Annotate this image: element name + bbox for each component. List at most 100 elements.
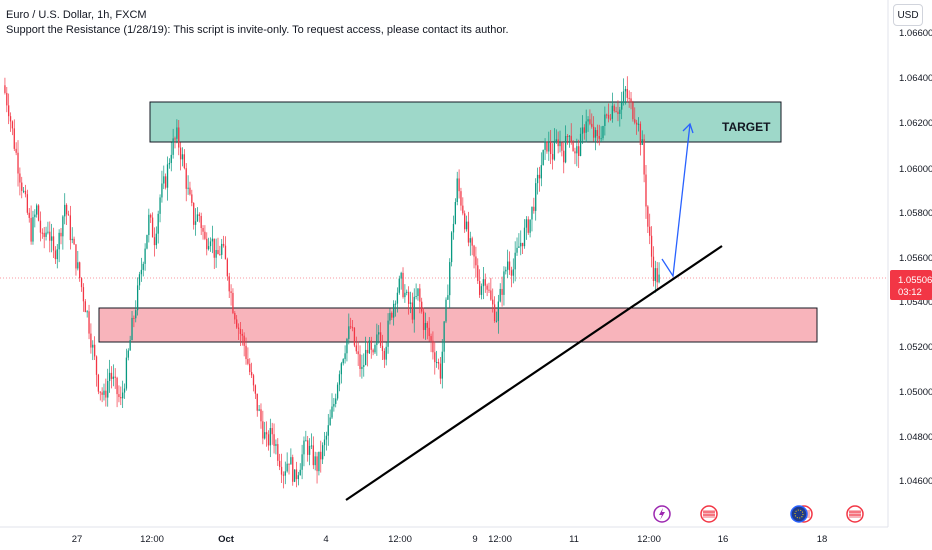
candle: [232, 292, 234, 314]
candle: [512, 269, 514, 276]
candle: [120, 397, 122, 399]
candle: [193, 202, 195, 225]
candle: [617, 111, 619, 114]
target-label: TARGET: [722, 120, 771, 134]
x-tick: 16: [718, 534, 729, 545]
candle: [92, 344, 94, 348]
candle: [458, 178, 460, 192]
candle: [355, 345, 357, 352]
candle: [460, 191, 462, 206]
candle: [452, 223, 455, 233]
candle: [550, 141, 552, 155]
us-flag-icon: [703, 510, 715, 518]
candle: [200, 215, 202, 229]
candle: [37, 205, 40, 221]
candle: [628, 97, 630, 99]
candle: [282, 474, 285, 476]
symbol-title[interactable]: Euro / U.S. Dollar, 1h, FXCM: [6, 9, 147, 21]
candle: [228, 276, 230, 292]
trendline[interactable]: [345, 245, 723, 501]
candle: [9, 116, 12, 122]
candle: [77, 262, 79, 269]
candle: [469, 238, 471, 243]
projection-arrow[interactable]: [661, 123, 691, 278]
candle: [151, 217, 154, 238]
event-icon-us-1[interactable]: [700, 505, 718, 523]
time-axis[interactable]: 27 12:00 Oct 4 12:00 9 12:00 11 12:00 16…: [72, 534, 828, 545]
candle: [329, 417, 331, 426]
candle: [13, 128, 15, 149]
candle: [80, 278, 83, 288]
candle: [290, 457, 292, 465]
candle: [447, 295, 449, 300]
event-icon-us-3[interactable]: [846, 505, 864, 523]
candle: [518, 246, 520, 248]
candle: [613, 105, 615, 112]
candle: [592, 126, 595, 138]
candle: [340, 363, 342, 375]
candle: [135, 310, 137, 319]
candle: [138, 274, 141, 286]
candle: [116, 377, 118, 395]
candle: [630, 98, 632, 103]
resistance-zone[interactable]: [149, 101, 782, 143]
candle: [125, 357, 128, 389]
candle: [381, 345, 384, 352]
candle: [503, 271, 505, 295]
candle: [604, 114, 606, 126]
candle: [207, 246, 210, 250]
candle: [570, 135, 572, 143]
candle: [645, 174, 647, 207]
candle: [536, 174, 539, 184]
candle: [275, 444, 277, 446]
candle: [585, 121, 587, 133]
candle: [366, 349, 369, 354]
candle: [47, 231, 49, 233]
x-tick: 12:00: [140, 534, 164, 545]
candle: [394, 303, 397, 305]
candle: [58, 232, 60, 250]
y-tick: 1.06000: [899, 164, 932, 175]
candle: [256, 393, 258, 411]
candle: [247, 359, 249, 364]
candle: [428, 327, 430, 337]
candle: [535, 183, 537, 211]
candle: [413, 296, 415, 320]
candle: [303, 440, 305, 455]
currency-button[interactable]: USD: [893, 4, 923, 26]
candle: [338, 374, 341, 385]
candle: [434, 352, 436, 363]
candle: [273, 434, 275, 446]
candle: [64, 204, 66, 217]
candle: [320, 451, 322, 460]
script-note: Support the Resistance (1/28/19): This s…: [6, 24, 509, 36]
support-zone[interactable]: [98, 307, 818, 343]
candle: [421, 301, 423, 312]
candle: [166, 164, 169, 188]
candle: [97, 374, 100, 392]
price-axis[interactable]: 1.06600 1.06400 1.06200 1.06000 1.05800 …: [899, 28, 932, 487]
candle: [393, 303, 395, 318]
candle: [542, 149, 544, 166]
candle: [419, 288, 421, 302]
candle: [342, 359, 344, 364]
candle: [370, 340, 372, 350]
candle: [578, 146, 580, 156]
candle: [538, 174, 541, 179]
event-icon-eu[interactable]: [790, 505, 808, 523]
candle: [144, 248, 146, 264]
event-icon-flash[interactable]: [653, 505, 671, 523]
candle: [411, 302, 414, 320]
candle: [609, 118, 612, 120]
candle: [211, 238, 214, 242]
candle: [525, 219, 528, 228]
candle: [482, 279, 485, 287]
candle: [26, 194, 29, 213]
candle: [215, 250, 217, 258]
candle: [277, 444, 279, 461]
candle: [654, 268, 656, 281]
candle: [43, 232, 45, 237]
candle: [647, 206, 649, 227]
candle: [555, 139, 557, 142]
